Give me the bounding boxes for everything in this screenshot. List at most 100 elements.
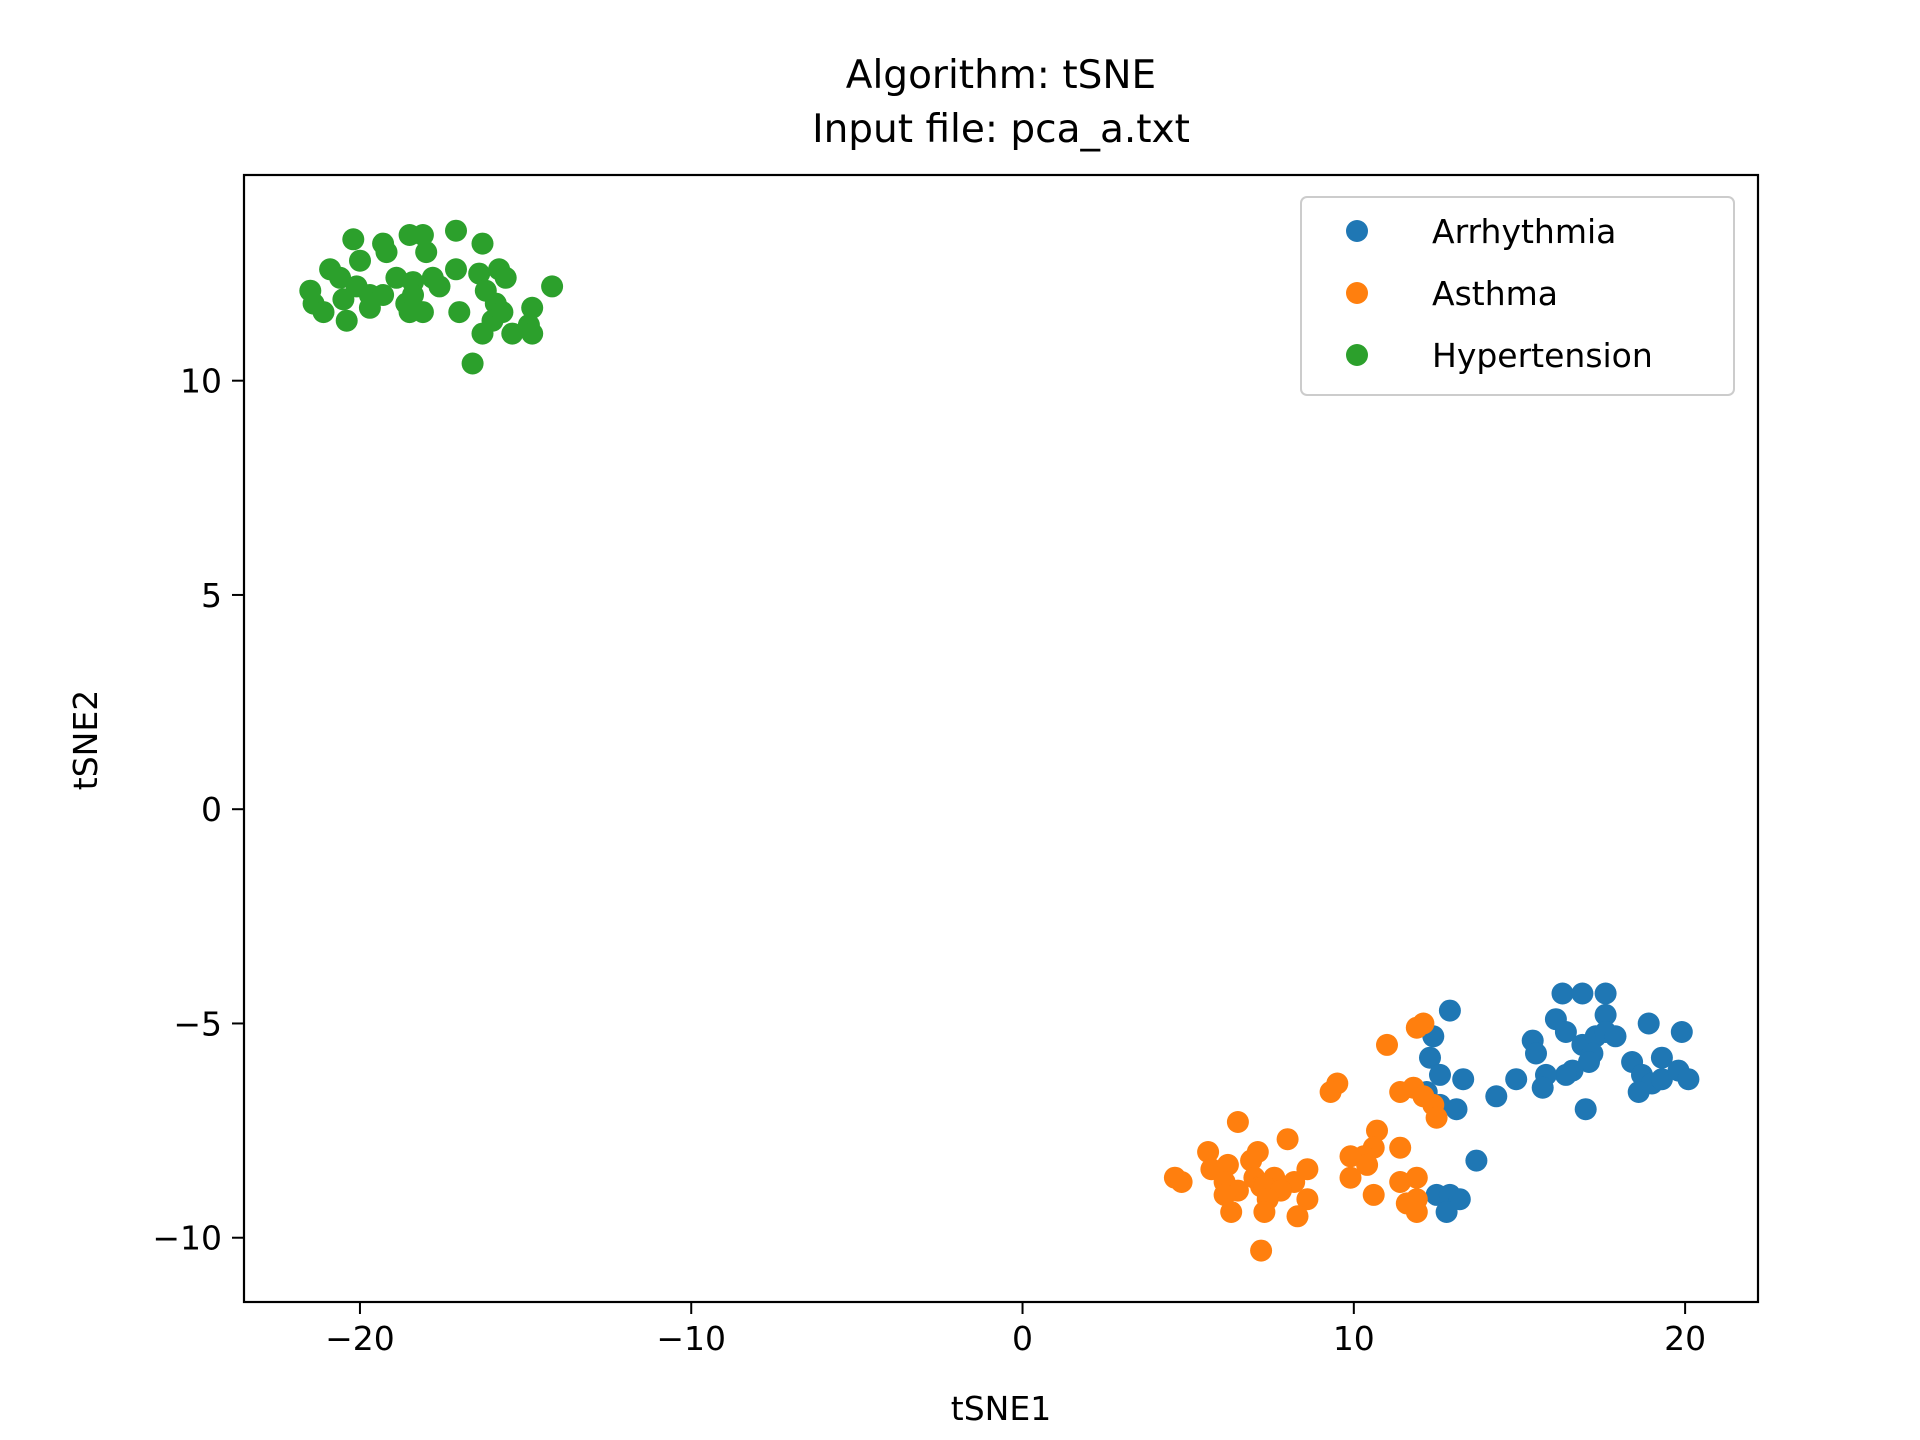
point-hypertension-42 (521, 322, 544, 345)
point-asthma-46 (1405, 1201, 1428, 1223)
point-hypertension-32 (411, 301, 434, 324)
y-tick-label-1: −5 (173, 1004, 222, 1043)
chart-subtitle: Input file: pca_a.txt (812, 107, 1190, 152)
legend-marker-asthma (1346, 282, 1368, 304)
point-asthma-22 (1356, 1153, 1379, 1176)
x-tick-label-3: 10 (1333, 1319, 1375, 1358)
point-hypertension-21 (428, 275, 451, 298)
point-arrhythmia-8 (1485, 1085, 1508, 1108)
points-layer (299, 219, 1700, 1262)
point-arrhythmia-21 (1604, 1025, 1627, 1048)
legend-label-asthma: Asthma (1432, 274, 1558, 313)
y-tick-label-2: 0 (201, 790, 222, 829)
point-asthma-16 (1240, 1149, 1263, 1172)
legend: Arrhythmia Asthma Hypertension (1300, 196, 1735, 396)
point-asthma-10 (1226, 1111, 1249, 1133)
point-arrhythmia-43 (1435, 1201, 1458, 1223)
point-hypertension-10 (445, 258, 467, 281)
point-asthma-37 (1213, 1183, 1236, 1206)
point-arrhythmia-0 (1438, 999, 1461, 1022)
point-asthma-21 (1216, 1153, 1239, 1176)
x-tick-label-4: 20 (1664, 1319, 1706, 1358)
point-hypertension-6 (375, 241, 398, 264)
point-asthma-47 (1250, 1239, 1273, 1262)
x-tick-label-2: 0 (1012, 1319, 1033, 1358)
point-hypertension-33 (448, 301, 471, 324)
chart-title: Algorithm: tSNE (846, 53, 1156, 98)
point-arrhythmia-9 (1505, 1068, 1528, 1091)
point-arrhythmia-32 (1670, 1021, 1693, 1043)
point-arrhythmia-37 (1677, 1068, 1700, 1091)
y-tick-label-3: 5 (201, 576, 222, 615)
point-arrhythmia-35 (1650, 1068, 1673, 1091)
point-asthma-32 (1389, 1171, 1412, 1193)
y-axis-ticks: −10 −5 0 5 10 (152, 362, 244, 1258)
point-asthma-44 (1253, 1201, 1276, 1223)
y-axis-title: tSNE2 (66, 690, 105, 790)
legend-label-hypertension: Hypertension (1432, 336, 1653, 375)
point-asthma-19 (1339, 1145, 1362, 1168)
point-asthma-30 (1170, 1171, 1193, 1193)
point-asthma-1 (1405, 1016, 1428, 1039)
point-hypertension-34 (521, 296, 544, 319)
point-arrhythmia-2 (1419, 1046, 1441, 1069)
point-asthma-43 (1220, 1201, 1243, 1223)
point-asthma-40 (1362, 1183, 1385, 1206)
x-axis-ticks: −20 −10 0 10 20 (325, 1302, 1706, 1358)
point-asthma-33 (1405, 1166, 1428, 1189)
point-asthma-4 (1319, 1081, 1342, 1103)
point-arrhythmia-30 (1637, 1012, 1660, 1035)
point-arrhythmia-17 (1525, 1042, 1547, 1065)
point-hypertension-38 (335, 309, 358, 332)
point-hypertension-7 (415, 241, 438, 264)
point-arrhythmia-31 (1650, 1046, 1673, 1069)
point-hypertension-5 (471, 232, 494, 255)
point-hypertension-8 (349, 249, 371, 272)
legend-label-arrhythmia: Arrhythmia (1432, 212, 1616, 251)
x-axis-title: tSNE1 (951, 1389, 1051, 1428)
y-tick-label-0: −10 (152, 1219, 222, 1258)
point-hypertension-22 (541, 275, 564, 298)
point-hypertension-39 (501, 322, 524, 345)
point-arrhythmia-39 (1465, 1149, 1488, 1172)
point-arrhythmia-10 (1551, 982, 1574, 1005)
plot-area-frame (242, 173, 1760, 1304)
point-asthma-9 (1425, 1106, 1448, 1129)
point-arrhythmia-3 (1429, 1063, 1451, 1086)
point-arrhythmia-11 (1571, 982, 1594, 1005)
point-arrhythmia-7 (1445, 1098, 1468, 1121)
point-arrhythmia-12 (1594, 982, 1617, 1005)
legend-marker-hypertension (1346, 344, 1368, 366)
point-arrhythmia-13 (1594, 1003, 1617, 1026)
point-hypertension-13 (329, 266, 352, 289)
point-arrhythmia-25 (1554, 1063, 1577, 1086)
x-tick-label-0: −20 (325, 1319, 395, 1358)
point-hypertension-17 (494, 266, 517, 289)
point-asthma-2 (1376, 1033, 1398, 1056)
point-asthma-11 (1366, 1119, 1388, 1142)
series-hypertension (299, 219, 564, 375)
point-hypertension-40 (471, 322, 494, 345)
legend-marker-arrhythmia (1346, 220, 1368, 242)
x-tick-label-1: −10 (656, 1319, 726, 1358)
point-arrhythmia-38 (1627, 1081, 1650, 1103)
point-arrhythmia-28 (1574, 1098, 1597, 1121)
point-arrhythmia-27 (1531, 1076, 1554, 1099)
y-tick-label-4: 10 (180, 362, 222, 401)
point-arrhythmia-15 (1554, 1021, 1577, 1043)
point-asthma-39 (1296, 1188, 1319, 1211)
point-asthma-12 (1276, 1128, 1299, 1151)
point-hypertension-11 (468, 262, 491, 285)
point-hypertension-0 (445, 219, 467, 242)
series-asthma (1163, 1012, 1448, 1262)
point-hypertension-2 (398, 224, 421, 246)
point-hypertension-3 (342, 228, 365, 251)
point-asthma-45 (1286, 1205, 1309, 1228)
point-arrhythmia-4 (1452, 1068, 1475, 1091)
point-hypertension-35 (312, 301, 335, 324)
point-hypertension-43 (461, 352, 484, 375)
point-hypertension-14 (385, 266, 408, 289)
legend-box (1300, 196, 1735, 396)
point-asthma-13 (1389, 1136, 1412, 1159)
